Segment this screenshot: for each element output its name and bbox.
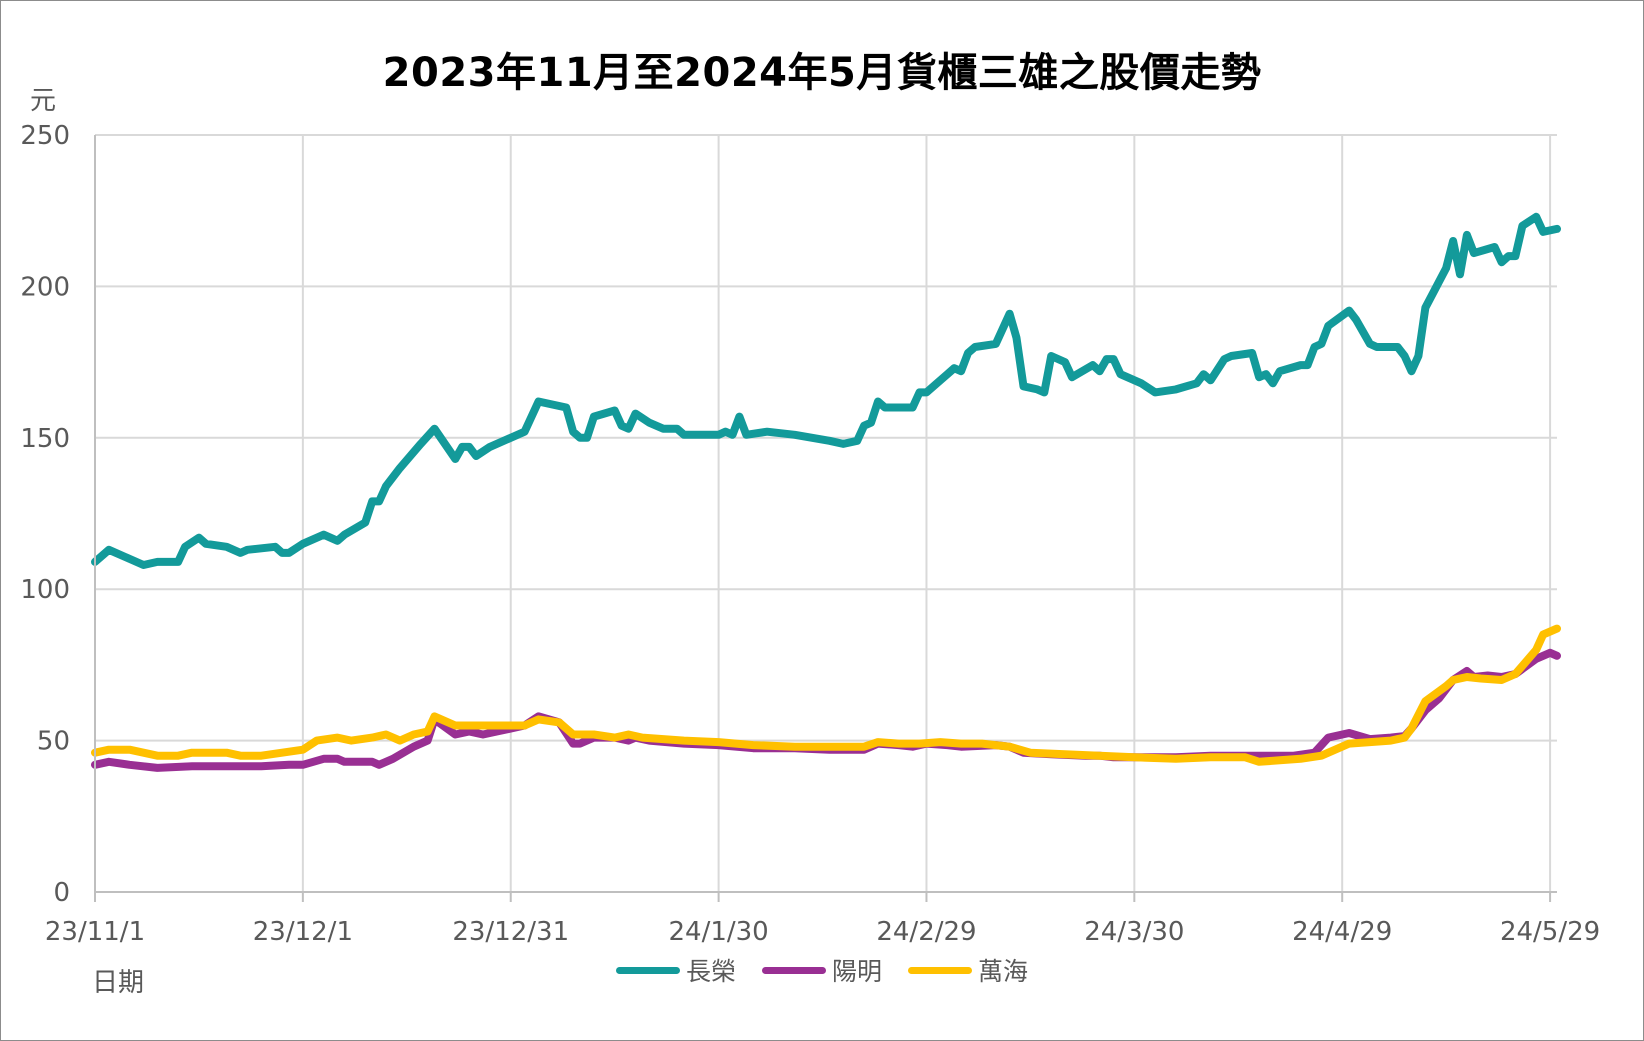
y-tick-label: 200 [20, 272, 70, 302]
y-tick-label: 0 [53, 878, 70, 908]
x-tick-label: 24/5/29 [1500, 917, 1600, 947]
y-tick-label: 100 [20, 575, 70, 605]
legend-label: 萬海 [978, 957, 1029, 986]
x-tick-label: 24/2/29 [876, 917, 976, 947]
chart-title: 2023年11月至2024年5月貨櫃三雄之股價走勢 [382, 50, 1262, 96]
legend-item: 陽明 [761, 952, 882, 988]
axis-ticks: 0 50 100 150 200 250 23/11/1 23/12/1 23/12/31 24/… [20, 121, 1600, 947]
legend-swatch [761, 966, 826, 974]
y-tick-label: 150 [20, 424, 70, 454]
legend-swatch [908, 966, 972, 974]
x-tick-label: 24/1/30 [668, 917, 768, 947]
x-tick-label: 23/12/1 [253, 917, 353, 947]
x-tick-label: 23/11/1 [45, 917, 145, 947]
legend-swatch [615, 966, 680, 974]
x-tick-label: 24/4/29 [1292, 917, 1392, 947]
legend: 長榮 陽明 萬海 [0, 952, 1644, 988]
legend-item: 長榮 [615, 952, 736, 988]
series-lines [91, 212, 1561, 772]
y-tick-label: 50 [37, 727, 70, 757]
grid-lines [94, 134, 1557, 893]
y-tick-label: 250 [20, 121, 70, 151]
x-tick-label: 24/3/30 [1084, 917, 1184, 947]
legend-label: 長榮 [685, 957, 736, 986]
legend-label: 陽明 [831, 957, 882, 986]
legend-item: 萬海 [908, 952, 1028, 988]
y-axis-label: 元 [30, 86, 57, 116]
series-line-2 [91, 624, 1561, 766]
series-line-0 [91, 212, 1561, 569]
x-tick-label: 23/12/31 [452, 917, 569, 947]
x-axis-label: 日期 [92, 968, 145, 998]
